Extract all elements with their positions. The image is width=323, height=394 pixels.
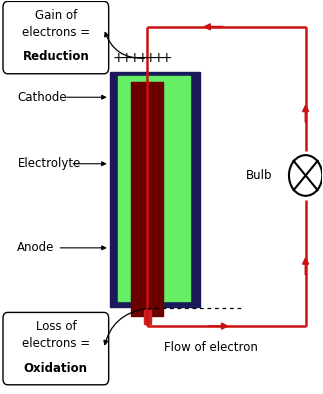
Text: +: +: [112, 51, 124, 65]
Bar: [131, 82, 163, 316]
Text: +: +: [152, 51, 164, 65]
Text: Oxidation: Oxidation: [24, 362, 88, 375]
Text: +: +: [161, 51, 172, 65]
FancyBboxPatch shape: [3, 2, 109, 74]
Text: Electrolyte: Electrolyte: [17, 157, 81, 170]
Bar: [110, 72, 200, 307]
Text: +: +: [137, 51, 148, 65]
Text: +: +: [129, 51, 140, 65]
FancyBboxPatch shape: [3, 312, 109, 385]
Text: Reduction: Reduction: [23, 50, 89, 63]
Text: Flow of electron: Flow of electron: [164, 341, 258, 354]
Text: Gain of
electrons =: Gain of electrons =: [22, 9, 90, 39]
Text: Anode: Anode: [17, 242, 55, 255]
Text: +: +: [120, 51, 132, 65]
Text: +: +: [144, 51, 156, 65]
Bar: [144, 310, 151, 324]
Bar: [118, 76, 190, 301]
Text: Cathode: Cathode: [17, 91, 67, 104]
Text: Bulb: Bulb: [245, 169, 272, 182]
Text: Loss of
electrons =: Loss of electrons =: [22, 320, 90, 350]
